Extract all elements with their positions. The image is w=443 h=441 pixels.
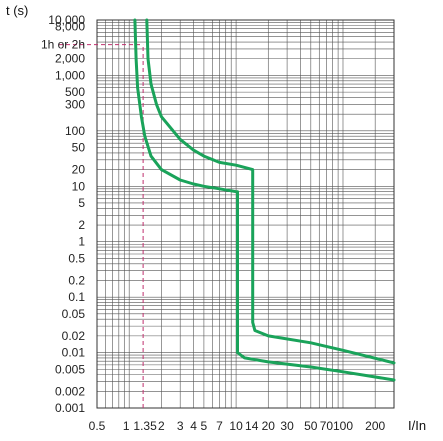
y-tick-label: 0.005 — [55, 362, 85, 376]
x-tick-labels: 0.5 1 1.35 2 3 4 5 7 10 14 20 30 50 70 100 200 — [89, 419, 386, 433]
x-tick-label: 200 — [365, 419, 385, 433]
plot-frame — [96, 19, 395, 409]
x-tick-label: 1 — [123, 419, 130, 433]
x-tick-label: 70 — [320, 419, 334, 433]
y-tick-label: 2 — [78, 218, 85, 232]
y-tick-label: 0.2 — [68, 273, 85, 287]
y-tick-label: 10 — [72, 179, 86, 193]
y-tick-label: 0.1 — [68, 290, 85, 304]
series-group — [133, 18, 396, 382]
y-tick-label: 0.02 — [62, 329, 86, 343]
y-tick-label: 300 — [65, 97, 85, 111]
x-tick-label: 30 — [280, 419, 294, 433]
y-tick-label: 500 — [65, 85, 85, 99]
y-tick-label: 0.01 — [62, 346, 86, 360]
y-tick-label: 50 — [72, 141, 86, 155]
x-tick-label: 2 — [158, 419, 165, 433]
x-tick-label: 0.5 — [89, 419, 106, 433]
y-tick-label: 20 — [72, 163, 86, 177]
y-tick-label: 100 — [65, 124, 85, 138]
x-tick-label: 4 — [190, 419, 197, 433]
y-tick-label: 1 — [78, 235, 85, 249]
y-tick-label: 0.001 — [55, 401, 85, 415]
y-tick-label: 0.002 — [55, 384, 85, 398]
y-tick-label: 8,000 — [55, 19, 85, 33]
curve-series-1 — [133, 18, 396, 382]
x-tick-label: 14 — [245, 419, 259, 433]
y-tick-label: 2,000 — [55, 52, 85, 66]
x-tick-label: 20 — [262, 419, 276, 433]
x-tick-label: 7 — [216, 419, 223, 433]
y-tick-label: 1,000 — [55, 68, 85, 82]
y-tick-label: 10,000 — [48, 13, 85, 27]
x-tick-label: 3 — [177, 419, 184, 433]
x-tick-label: 1.35 — [133, 419, 157, 433]
y-tick-label: 1h or 2h — [41, 38, 85, 52]
curve-series-2 — [145, 18, 396, 365]
x-tick-label: 10 — [229, 419, 243, 433]
y-axis-label: t (s) — [6, 3, 28, 18]
reference-lines — [59, 44, 144, 408]
x-tick-label: 5 — [201, 419, 208, 433]
x-tick-label: 50 — [304, 419, 318, 433]
y-tick-label: 0.05 — [62, 307, 86, 321]
y-tick-label: 5 — [78, 196, 85, 210]
y-tick-label: 0.5 — [68, 251, 85, 265]
x-tick-label: 100 — [333, 419, 353, 433]
x-axis-label: I/In — [408, 418, 426, 433]
